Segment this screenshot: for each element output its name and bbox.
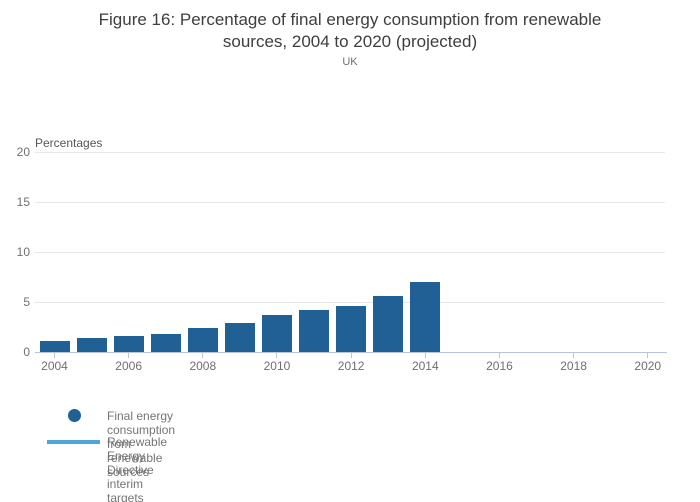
x-tick-label: 2016	[486, 359, 513, 373]
x-tick-label: 2008	[189, 359, 217, 373]
bar-2010[interactable]	[261, 315, 292, 352]
x-tick-mark	[276, 353, 278, 358]
x-tick-mark	[350, 353, 352, 358]
x-tick-label: 2006	[115, 359, 142, 373]
gridline	[35, 252, 665, 253]
y-tick-label: 15	[16, 195, 30, 209]
y-tick-label: 10	[16, 245, 30, 259]
x-tick-mark	[128, 353, 130, 358]
bar-2012[interactable]	[336, 306, 367, 352]
y-tick-label: 0	[23, 345, 30, 359]
bar-2004[interactable]	[39, 341, 70, 352]
y-tick-label: 5	[23, 295, 30, 309]
y-axis-title: Percentages	[35, 136, 103, 150]
x-tick-label: 2010	[263, 359, 291, 373]
chart-title: Figure 16: Percentage of final energy co…	[98, 10, 602, 51]
chart-subtitle: UK	[342, 56, 358, 68]
y-tick-label: 20	[16, 145, 30, 159]
x-tick-label: 2012	[337, 359, 365, 373]
legend-label: Renewable Energy Directive interim targe…	[107, 435, 168, 502]
legend-circle-marker-icon	[68, 409, 81, 422]
x-tick-label: 2018	[560, 359, 587, 373]
bar-2006[interactable]	[113, 336, 144, 352]
x-tick-label: 2020	[634, 359, 662, 373]
bar-2005[interactable]	[76, 338, 107, 352]
x-axis-line	[35, 352, 667, 353]
x-tick-mark	[54, 353, 55, 358]
bar-2011[interactable]	[299, 310, 330, 352]
x-tick-mark	[647, 353, 649, 358]
legend-line-marker-icon	[47, 440, 100, 444]
bar-2014[interactable]	[410, 282, 441, 352]
bar-2009[interactable]	[224, 323, 255, 352]
legend-label: Final energy consumption from renewable …	[107, 409, 176, 479]
x-tick-mark	[498, 353, 500, 358]
x-tick-label: 2004	[41, 359, 68, 373]
x-tick-mark	[202, 353, 204, 358]
gridline	[35, 302, 665, 303]
x-tick-mark	[573, 353, 575, 358]
bar-2007[interactable]	[150, 334, 181, 352]
gridline	[35, 202, 665, 203]
gridline	[35, 152, 665, 153]
bar-2008[interactable]	[187, 328, 218, 352]
x-tick-label: 2014	[411, 359, 439, 373]
bar-2013[interactable]	[373, 296, 404, 352]
x-tick-mark	[424, 353, 426, 358]
